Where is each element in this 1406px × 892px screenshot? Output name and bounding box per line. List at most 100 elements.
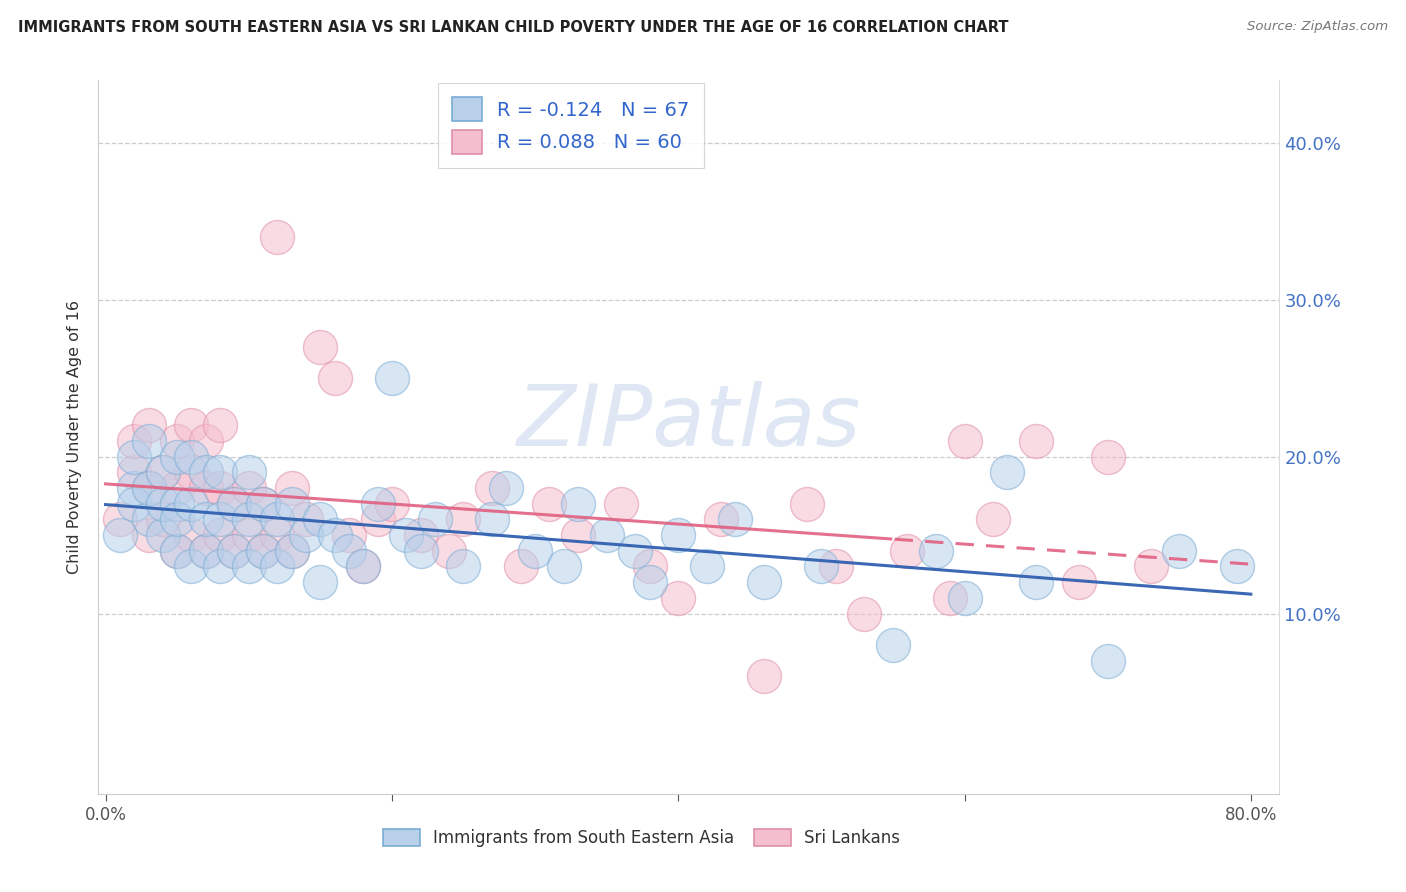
Point	[882, 638, 904, 652]
Point	[209, 466, 232, 480]
Point	[696, 559, 718, 574]
Point	[367, 512, 389, 526]
Point	[953, 434, 976, 448]
Point	[152, 497, 174, 511]
Point	[252, 497, 274, 511]
Point	[524, 543, 547, 558]
Point	[138, 434, 160, 448]
Point	[209, 528, 232, 542]
Point	[166, 434, 188, 448]
Point	[252, 497, 274, 511]
Point	[180, 559, 202, 574]
Point	[453, 559, 475, 574]
Point	[238, 512, 260, 526]
Point	[209, 418, 232, 433]
Point	[752, 575, 775, 590]
Point	[166, 543, 188, 558]
Point	[323, 371, 346, 385]
Point	[108, 512, 131, 526]
Point	[538, 497, 561, 511]
Point	[180, 450, 202, 464]
Point	[437, 543, 460, 558]
Point	[166, 497, 188, 511]
Point	[166, 543, 188, 558]
Point	[152, 466, 174, 480]
Point	[896, 543, 918, 558]
Point	[224, 543, 246, 558]
Point	[624, 543, 647, 558]
Point	[122, 434, 145, 448]
Point	[280, 543, 302, 558]
Point	[152, 512, 174, 526]
Point	[1025, 575, 1047, 590]
Point	[323, 528, 346, 542]
Point	[453, 512, 475, 526]
Point	[1139, 559, 1161, 574]
Point	[194, 434, 217, 448]
Point	[395, 528, 418, 542]
Point	[180, 497, 202, 511]
Point	[238, 481, 260, 495]
Point	[553, 559, 575, 574]
Point	[138, 418, 160, 433]
Point	[122, 497, 145, 511]
Point	[194, 543, 217, 558]
Point	[981, 512, 1004, 526]
Point	[266, 559, 288, 574]
Point	[752, 669, 775, 683]
Point	[309, 512, 332, 526]
Point	[409, 528, 432, 542]
Point	[166, 450, 188, 464]
Point	[166, 481, 188, 495]
Point	[122, 466, 145, 480]
Point	[610, 497, 633, 511]
Point	[567, 528, 589, 542]
Point	[337, 543, 360, 558]
Point	[209, 559, 232, 574]
Point	[381, 371, 404, 385]
Point	[266, 512, 288, 526]
Point	[138, 528, 160, 542]
Point	[567, 497, 589, 511]
Point	[509, 559, 531, 574]
Point	[280, 497, 302, 511]
Point	[138, 512, 160, 526]
Point	[1097, 450, 1119, 464]
Point	[853, 607, 876, 621]
Point	[280, 543, 302, 558]
Point	[710, 512, 733, 526]
Point	[108, 528, 131, 542]
Point	[280, 481, 302, 495]
Point	[238, 466, 260, 480]
Point	[238, 559, 260, 574]
Point	[209, 512, 232, 526]
Point	[309, 340, 332, 354]
Point	[194, 481, 217, 495]
Point	[180, 528, 202, 542]
Point	[367, 497, 389, 511]
Point	[337, 528, 360, 542]
Point	[724, 512, 747, 526]
Point	[495, 481, 517, 495]
Point	[409, 543, 432, 558]
Point	[266, 230, 288, 244]
Point	[352, 559, 374, 574]
Text: IMMIGRANTS FROM SOUTH EASTERN ASIA VS SRI LANKAN CHILD POVERTY UNDER THE AGE OF : IMMIGRANTS FROM SOUTH EASTERN ASIA VS SR…	[18, 20, 1008, 35]
Point	[138, 481, 160, 495]
Point	[266, 528, 288, 542]
Point	[595, 528, 617, 542]
Point	[152, 528, 174, 542]
Point	[666, 528, 689, 542]
Point	[194, 512, 217, 526]
Point	[309, 575, 332, 590]
Point	[209, 481, 232, 495]
Point	[295, 528, 318, 542]
Point	[180, 466, 202, 480]
Point	[381, 497, 404, 511]
Point	[1097, 654, 1119, 668]
Point	[194, 466, 217, 480]
Text: ZIPatlas: ZIPatlas	[517, 381, 860, 465]
Point	[238, 528, 260, 542]
Point	[810, 559, 832, 574]
Point	[352, 559, 374, 574]
